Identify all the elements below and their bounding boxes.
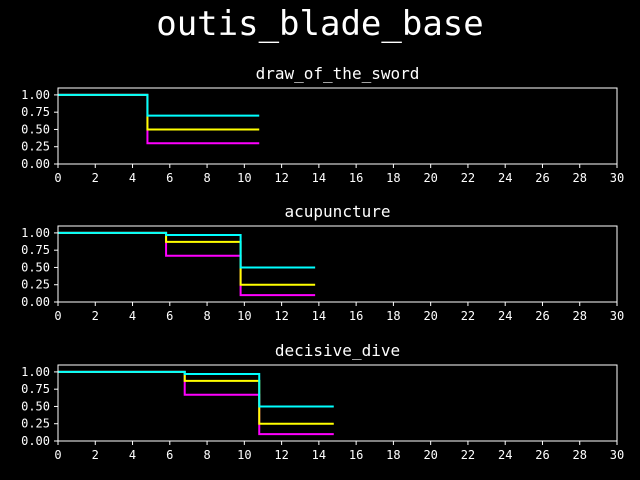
y-tick-label: 0.75	[21, 105, 50, 119]
x-tick-label: 0	[54, 171, 61, 185]
x-tick-label: 14	[312, 171, 326, 185]
series-line-cyan	[58, 231, 316, 269]
y-tick-label: 0.50	[21, 122, 50, 136]
x-tick-label: 8	[203, 309, 210, 323]
x-tick-label: 22	[461, 448, 475, 462]
x-tick-label: 24	[498, 448, 512, 462]
y-tick-label: 1.00	[21, 88, 50, 102]
x-tick-label: 26	[535, 309, 549, 323]
x-tick-label: 22	[461, 171, 475, 185]
x-tick-label: 18	[386, 171, 400, 185]
series-line-cyan	[58, 93, 260, 117]
axes-frame	[57, 87, 618, 165]
series-line-yellow	[58, 231, 316, 286]
y-tick-label: 0.50	[21, 399, 50, 413]
x-tick-label: 30	[610, 448, 624, 462]
x-tick-label: 20	[423, 171, 437, 185]
series-line-yellow	[58, 93, 260, 131]
x-tick-label: 26	[535, 448, 549, 462]
x-tick-label: 28	[573, 171, 587, 185]
x-tick-label: 28	[573, 448, 587, 462]
x-tick-label: 6	[166, 171, 173, 185]
x-tick-label: 10	[237, 309, 251, 323]
x-tick-label: 10	[237, 171, 251, 185]
x-tick-label: 28	[573, 309, 587, 323]
x-tick-label: 6	[166, 309, 173, 323]
figure-title: outis_blade_base	[156, 4, 484, 44]
chart-title: decisive_dive	[275, 341, 400, 360]
y-tick-label: 0.00	[21, 295, 50, 309]
chart-title: draw_of_the_sword	[256, 64, 420, 83]
y-tick-label: 0.50	[21, 260, 50, 274]
y-tick-label: 0.25	[21, 417, 50, 431]
x-tick-label: 18	[386, 448, 400, 462]
series-line-magenta	[58, 93, 260, 145]
x-tick-label: 10	[237, 448, 251, 462]
x-tick-label: 24	[498, 309, 512, 323]
axes-frame	[57, 225, 618, 303]
x-tick-label: 14	[312, 448, 326, 462]
y-tick-label: 1.00	[21, 365, 50, 379]
x-tick-label: 2	[92, 448, 99, 462]
x-tick-label: 12	[274, 171, 288, 185]
series-line-yellow	[58, 370, 334, 425]
x-tick-label: 24	[498, 171, 512, 185]
x-tick-label: 4	[129, 171, 136, 185]
x-tick-label: 8	[203, 448, 210, 462]
x-tick-label: 12	[274, 309, 288, 323]
y-tick-label: 0.75	[21, 382, 50, 396]
chart-title: acupuncture	[285, 202, 391, 221]
x-tick-label: 20	[423, 309, 437, 323]
x-tick-label: 16	[349, 448, 363, 462]
x-tick-label: 8	[203, 171, 210, 185]
x-tick-label: 4	[129, 448, 136, 462]
y-tick-label: 0.75	[21, 243, 50, 257]
x-tick-label: 16	[349, 309, 363, 323]
x-tick-label: 4	[129, 309, 136, 323]
x-tick-label: 2	[92, 309, 99, 323]
x-tick-label: 18	[386, 309, 400, 323]
x-tick-label: 26	[535, 171, 549, 185]
y-tick-label: 1.00	[21, 226, 50, 240]
x-tick-label: 6	[166, 448, 173, 462]
x-tick-label: 2	[92, 171, 99, 185]
x-tick-label: 12	[274, 448, 288, 462]
x-tick-label: 22	[461, 309, 475, 323]
x-tick-label: 14	[312, 309, 326, 323]
x-tick-label: 20	[423, 448, 437, 462]
x-tick-label: 0	[54, 448, 61, 462]
series-line-cyan	[58, 370, 334, 408]
x-tick-label: 16	[349, 171, 363, 185]
y-tick-label: 0.00	[21, 434, 50, 448]
y-tick-label: 0.25	[21, 278, 50, 292]
y-tick-label: 0.00	[21, 157, 50, 171]
x-tick-label: 30	[610, 171, 624, 185]
axes-frame	[57, 364, 618, 442]
y-tick-label: 0.25	[21, 140, 50, 154]
x-tick-label: 0	[54, 309, 61, 323]
x-tick-label: 30	[610, 309, 624, 323]
